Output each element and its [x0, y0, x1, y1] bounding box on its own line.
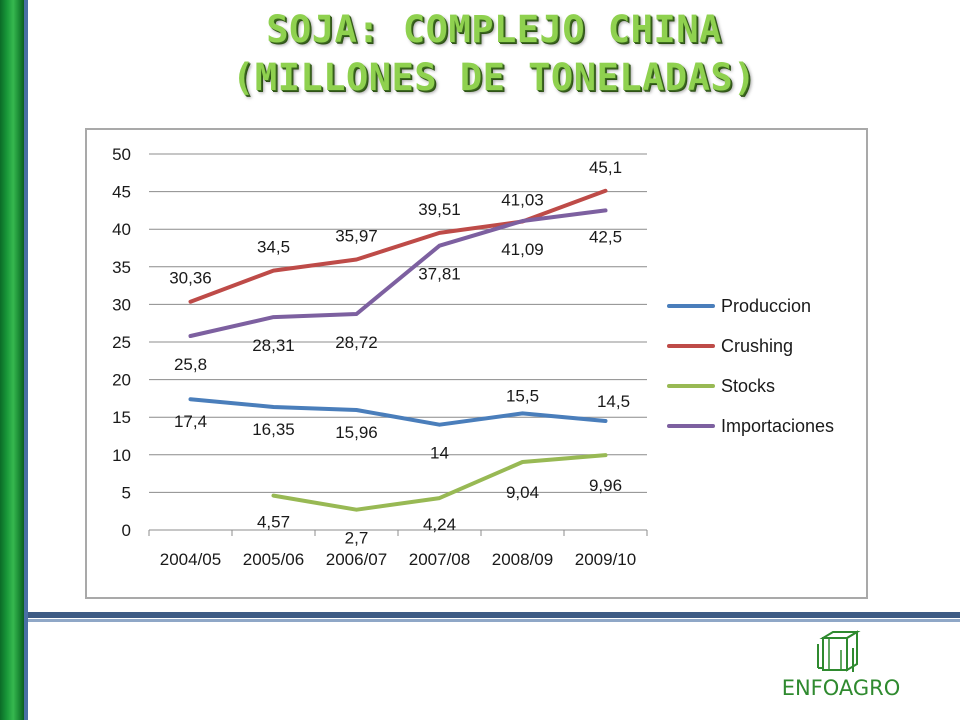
y-tick-label: 40: [112, 220, 131, 239]
legend-label: Crushing: [721, 336, 793, 356]
y-tick-label: 20: [112, 371, 131, 390]
series-line-produccion: [188, 397, 608, 427]
data-label: 14: [430, 444, 449, 463]
line-chart: 0 5 10 15 20 25 30 35 40 45 50 2004/05 2005/06 2006/0…: [112, 145, 834, 569]
y-tick-label: 15: [112, 408, 131, 427]
x-tick-label: 2008/09: [492, 550, 553, 569]
left-accent-edge: [24, 0, 28, 720]
y-tick-label: 45: [112, 183, 131, 202]
legend-label: Produccion: [721, 296, 811, 316]
footer-divider-light: [28, 619, 960, 622]
data-label: 14,5: [597, 392, 630, 411]
data-label: 9,04: [506, 483, 539, 502]
x-tick-label: 2005/06: [243, 550, 304, 569]
data-label: 37,81: [418, 265, 461, 284]
legend-label: Stocks: [721, 376, 775, 396]
data-label: 28,72: [335, 333, 378, 352]
x-tick-label: 2004/05: [160, 550, 221, 569]
data-label: 15,96: [335, 423, 378, 442]
data-label: 16,35: [252, 420, 295, 439]
y-tick-label: 0: [122, 521, 131, 540]
y-tick-label: 5: [122, 483, 131, 502]
data-label: 28,31: [252, 336, 295, 355]
title-line-1: SOJA: COMPLEJO CHINA: [266, 8, 722, 51]
left-accent-bar: [0, 0, 24, 720]
data-label: 42,5: [589, 227, 622, 246]
data-label: 17,4: [174, 412, 207, 431]
data-label: 30,36: [169, 269, 212, 288]
x-tick-label: 2007/08: [409, 550, 470, 569]
data-label: 39,51: [418, 200, 461, 219]
y-tick-label: 50: [112, 145, 131, 164]
slide-title: SOJA: COMPLEJO CHINA (MILLONES DE TONELA…: [28, 6, 960, 102]
enfoagro-logo-text: ENFOAGRO: [781, 676, 901, 700]
data-label: 41,03: [501, 190, 544, 209]
chart-frame: 0 5 10 15 20 25 30 35 40 45 50 2004/05 2005/06 2006/0…: [85, 128, 868, 599]
title-line-2: (MILLONES DE TONELADAS): [232, 56, 756, 99]
series-line-stocks: [271, 453, 608, 512]
series-line-crushing: [188, 188, 608, 304]
y-tick-label: 35: [112, 258, 131, 277]
x-tick-label: 2009/10: [575, 550, 636, 569]
data-label: 25,8: [174, 355, 207, 374]
data-label: 35,97: [335, 227, 378, 246]
y-tick-label: 30: [112, 295, 131, 314]
data-label: 34,5: [257, 238, 290, 257]
data-label: 9,96: [589, 476, 622, 495]
enfoagro-logo-icon: [817, 630, 861, 672]
footer-divider: [28, 612, 960, 618]
data-label: 4,57: [257, 513, 290, 532]
data-label: 41,09: [501, 240, 544, 259]
series-line-importaciones: [188, 208, 608, 338]
y-tick-label: 10: [112, 446, 131, 465]
legend-label: Importaciones: [721, 416, 834, 436]
data-label: 45,1: [589, 158, 622, 177]
x-tick-label: 2006/07: [326, 550, 387, 569]
y-tick-label: 25: [112, 333, 131, 352]
data-label: 4,24: [423, 515, 456, 534]
data-label: 2,7: [345, 529, 369, 548]
data-label: 15,5: [506, 386, 539, 405]
